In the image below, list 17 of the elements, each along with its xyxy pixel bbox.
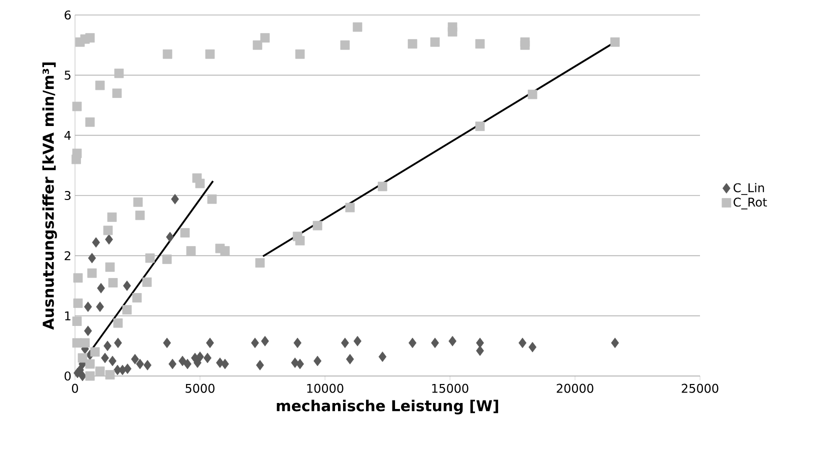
y-tick-label: 3 bbox=[64, 190, 70, 200]
y-tick-label: 5 bbox=[64, 70, 70, 80]
y-axis-title: Ausnutzungsziffer [kVA min/m³] bbox=[42, 62, 57, 330]
y-tick-label: 0 bbox=[64, 371, 71, 381]
x-tick-label: 0 bbox=[72, 384, 78, 393]
y-tick-label: 4 bbox=[64, 130, 71, 140]
legend-label: C_Rot bbox=[734, 198, 767, 210]
x-tick-label: 5000 bbox=[186, 384, 214, 393]
y-tick-label: 1 bbox=[65, 311, 70, 320]
y-tick-label: 2 bbox=[64, 251, 70, 260]
legend-label: C_Lin bbox=[734, 182, 764, 195]
x-tick-label: 15000 bbox=[432, 384, 468, 393]
y-tick-label: 6 bbox=[64, 10, 71, 20]
x-tick-label: 10000 bbox=[307, 384, 344, 393]
x-axis-title: mechanische Leistung [W] bbox=[276, 400, 498, 414]
x-tick-label: 20000 bbox=[556, 384, 594, 393]
x-tick-label: 25000 bbox=[682, 384, 718, 393]
